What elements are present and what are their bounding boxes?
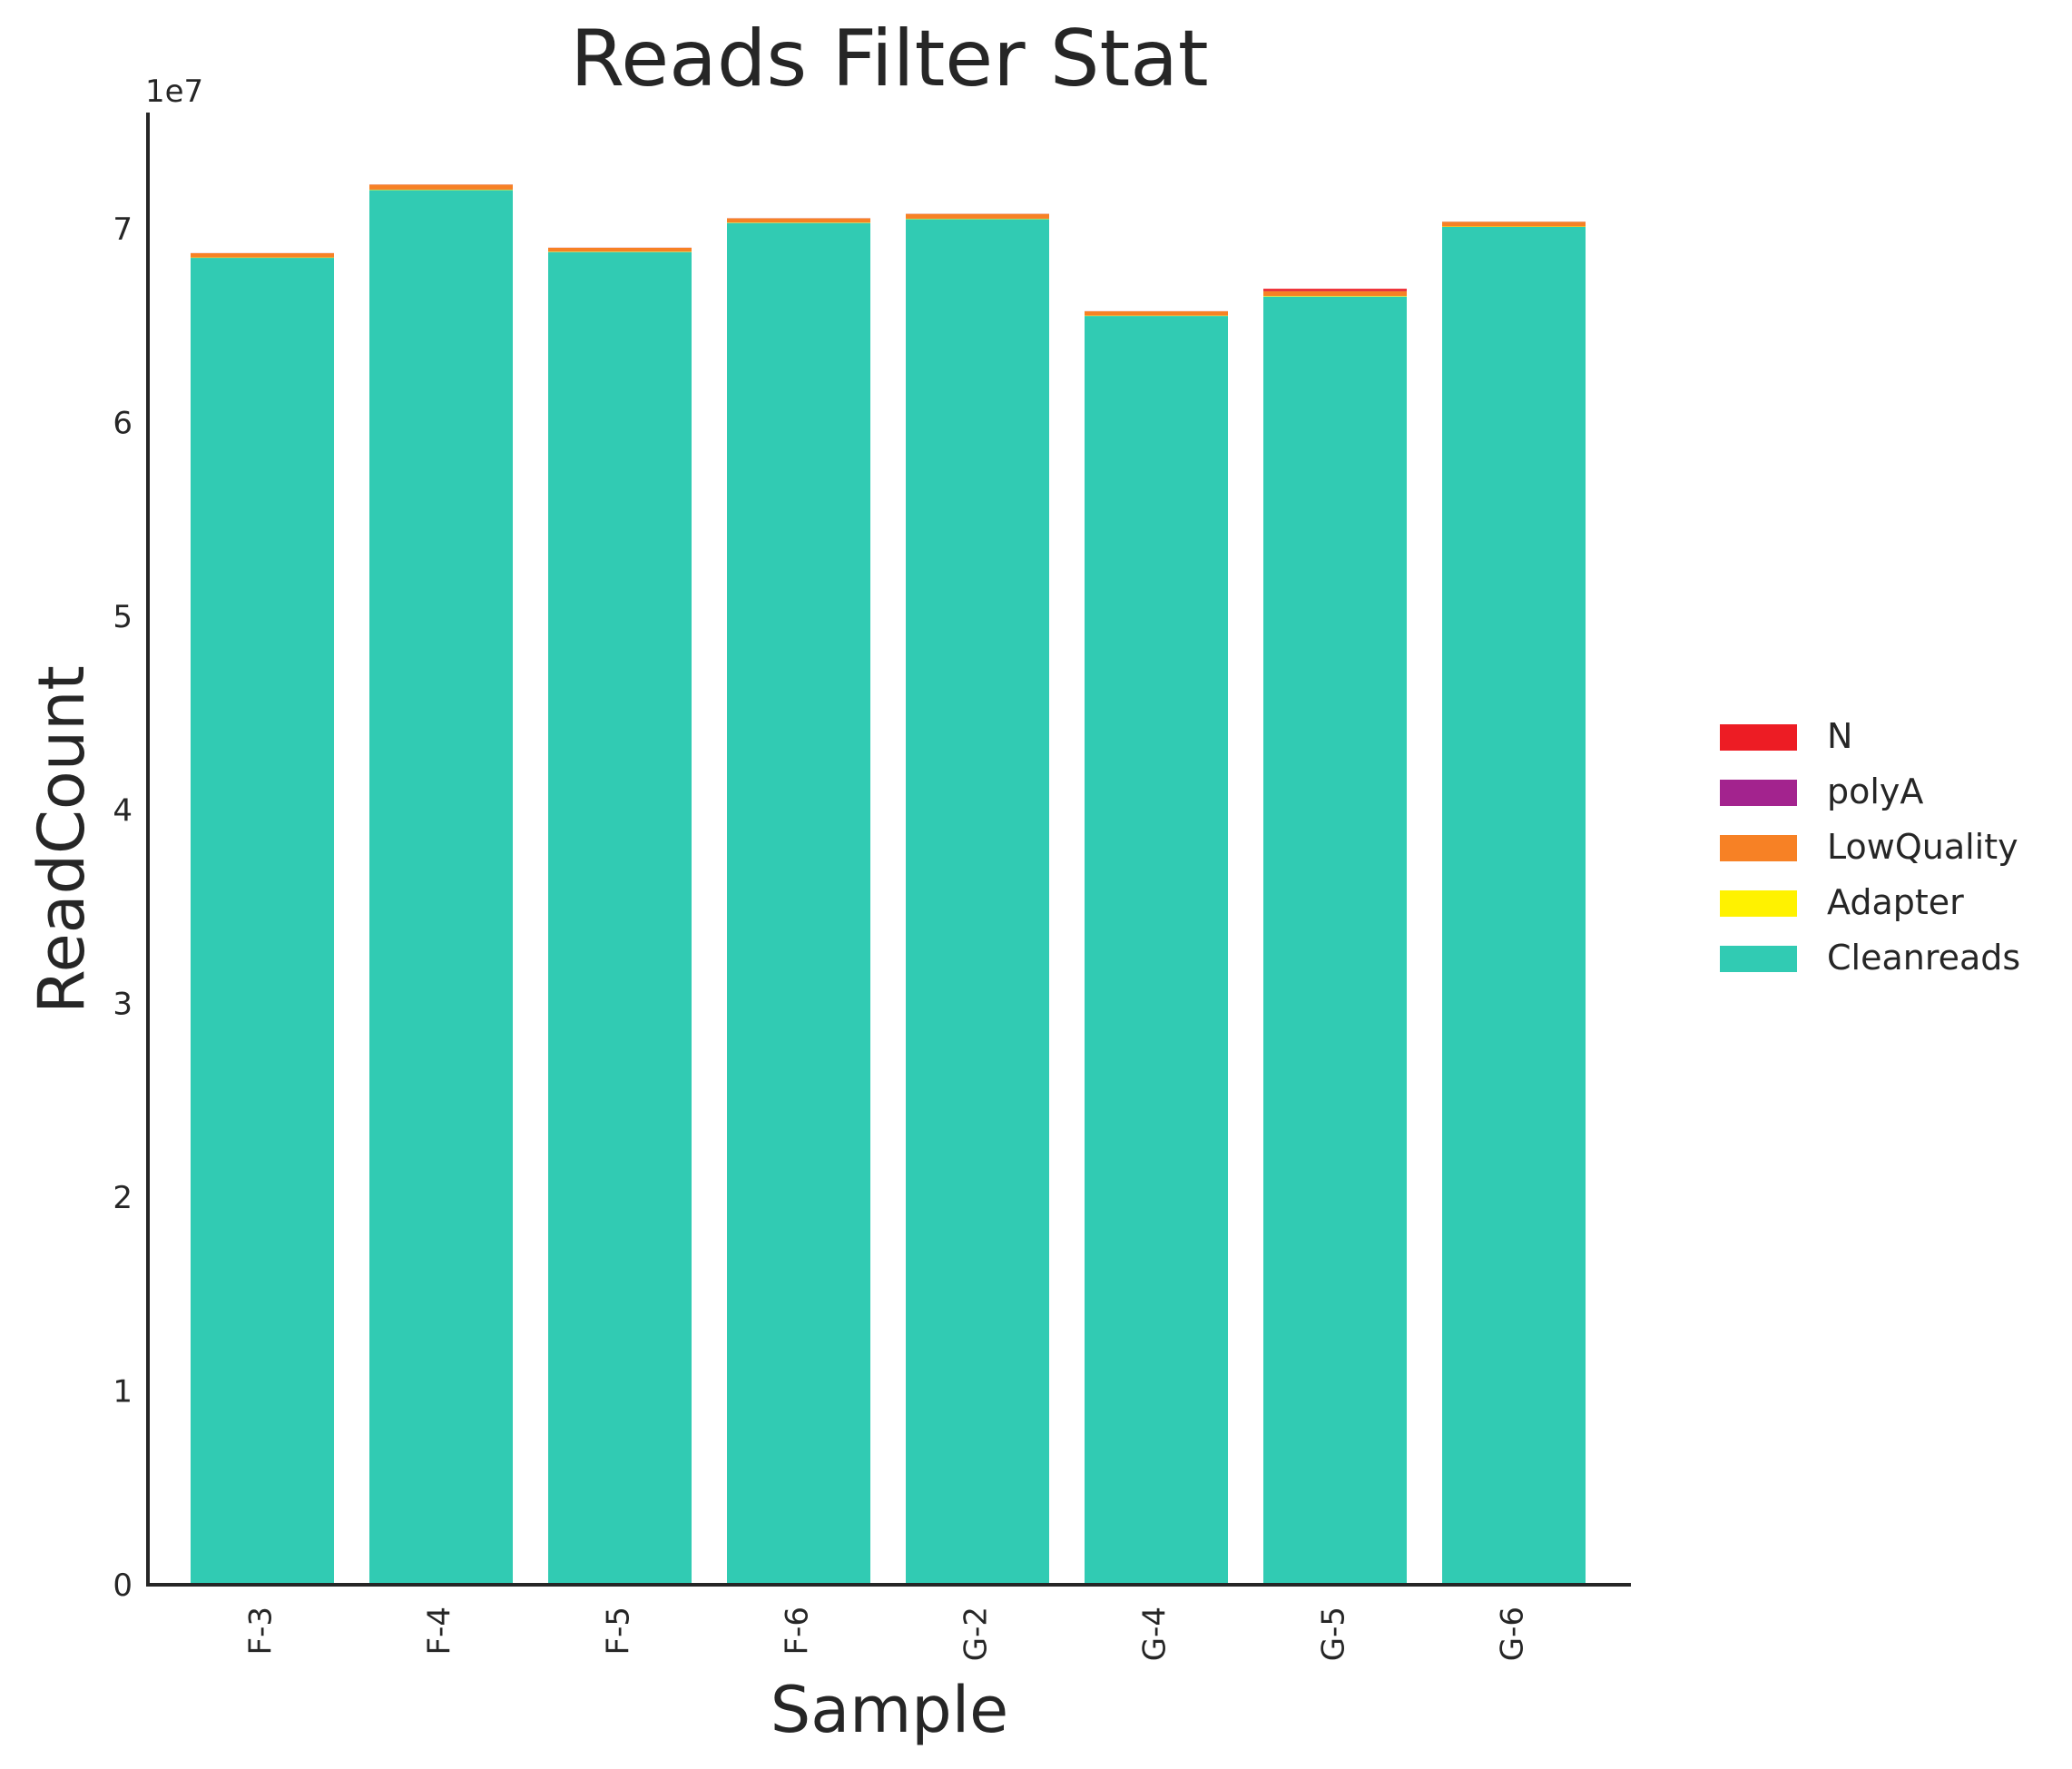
legend-swatch-lowquality [1720,835,1797,861]
legend-swatch-polya [1720,780,1797,806]
bar-cleanreads-g-6 [1442,226,1586,1585]
legend-swatch-adapter [1720,890,1797,917]
x-axis-label: Sample [771,1673,1008,1747]
legend-label-cleanreads: Cleanreads [1827,938,2020,978]
bar-lowquality-g-6 [1442,221,1586,227]
x-tick-label-g-4: G-4 [1137,1607,1173,1661]
bar-lowquality-f-4 [369,184,513,190]
bar-cleanreads-g-2 [906,219,1049,1585]
y-tick-label-2: 2 [113,1180,133,1216]
legend-label-lowquality: LowQuality [1827,827,2018,867]
y-offset-label: 1e7 [145,74,203,110]
y-tick-label-1: 1 [113,1374,133,1410]
x-tick-label-g-5: G-5 [1316,1607,1352,1661]
bar-lowquality-f-3 [191,252,334,258]
bar-cleanreads-f-3 [191,258,334,1585]
bar-cleanreads-f-6 [727,222,870,1585]
y-axis-label: ReadCount [25,665,99,1014]
y-tick-label-4: 4 [113,792,133,829]
bar-lowquality-g-4 [1085,310,1228,316]
bar-cleanreads-g-4 [1085,316,1228,1586]
bar-lowquality-f-6 [727,218,870,223]
x-tick-label-g-2: G-2 [958,1607,995,1661]
legend-label-polya: polyA [1827,771,1923,811]
legend-swatch-cleanreads [1720,946,1797,972]
y-tick-label-5: 5 [113,599,133,635]
y-tick-label-3: 3 [113,987,133,1023]
bar-cleanreads-g-5 [1263,296,1407,1585]
bar-lowquality-f-5 [548,247,692,252]
y-tick-label-6: 6 [113,405,133,441]
bar-adapter-g-5 [1263,296,1407,297]
legend-label-n: N [1827,716,1852,756]
bar-lowquality-g-5 [1263,290,1407,297]
y-tick-label-7: 7 [113,211,133,248]
x-tick-label-f-6: F-6 [780,1607,816,1655]
bar-cleanreads-f-5 [548,251,692,1586]
chart-title: Reads Filter Stat [570,14,1208,104]
x-tick-labels: F-3 F-4 F-5 F-6 G-2 G-4 G-5 G-6 [243,1607,1531,1661]
bar-lowquality-g-2 [906,213,1049,219]
y-tick-label-0: 0 [113,1568,133,1604]
y-tick-labels: 0 1 2 3 4 5 6 7 [113,211,133,1604]
legend-swatch-n [1720,724,1797,751]
bar-n-g-5 [1263,289,1407,291]
x-tick-label-f-4: F-4 [422,1607,458,1655]
x-tick-label-g-6: G-6 [1495,1607,1531,1661]
legend-label-adapter: Adapter [1827,882,1964,922]
x-tick-label-f-3: F-3 [243,1607,280,1655]
x-tick-label-f-5: F-5 [601,1607,637,1655]
bar-cleanreads-f-4 [369,190,513,1586]
bar-group [191,184,1586,1586]
